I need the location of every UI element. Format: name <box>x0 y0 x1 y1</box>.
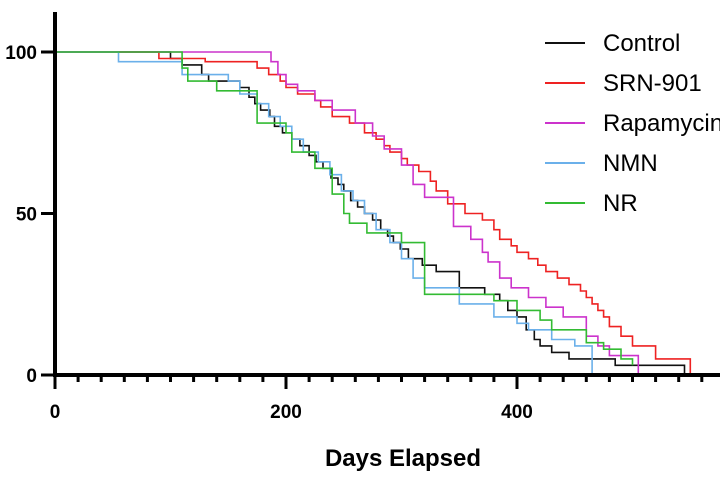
series-line-nr <box>55 51 634 366</box>
x-axis-title: Days Elapsed <box>325 445 481 472</box>
legend: Control SRN-901 Rapamycin NMN NR <box>545 30 720 217</box>
series-line-srn-901 <box>55 51 692 375</box>
legend-label: NMN <box>603 150 658 177</box>
legend-label: Control <box>603 30 680 57</box>
y-tick-label: 100 <box>5 43 37 64</box>
legend-label: SRN-901 <box>603 70 702 97</box>
x-tick-label: 0 <box>50 402 61 423</box>
y-tick-label: 50 <box>16 205 37 226</box>
y-tick-label: 0 <box>26 366 37 387</box>
series-line-nmn <box>55 51 593 375</box>
legend-label: Rapamycin <box>603 110 720 137</box>
x-tick-label: 400 <box>501 402 533 423</box>
series-line-rapamycin <box>55 51 640 375</box>
series-layer <box>55 51 692 375</box>
ticks-layer: 0 200 400 0 50 100 <box>5 43 704 423</box>
x-tick-label: 200 <box>270 402 302 423</box>
legend-label: NR <box>603 190 638 217</box>
